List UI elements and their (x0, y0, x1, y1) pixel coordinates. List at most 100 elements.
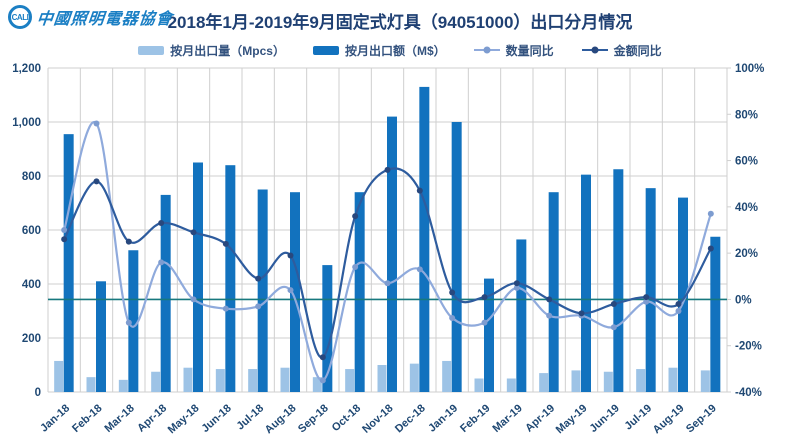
bar-value (548, 192, 559, 392)
x-axis-tick: Feb-19 (458, 402, 492, 435)
quantity-bar-swatch-icon (138, 45, 165, 55)
bar-quantity (442, 360, 452, 392)
x-axis-tick: Apr-19 (523, 402, 557, 434)
chart-legend: 按月出口量（Mpcs） 按月出口额（M$） 数量同比 金额同比 (0, 40, 800, 60)
left-axis-tick: 800 (22, 171, 41, 183)
line-quantity-yoy-point (352, 264, 359, 271)
right-axis-tick: 60% (735, 156, 758, 168)
line-quantity-yoy-point (319, 377, 326, 384)
chart-title: 2018年1月-2019年9月固定式灯具（94051000）出口分月情况 (167, 13, 633, 32)
line-value-yoy-point (158, 220, 165, 227)
bar-value (387, 116, 397, 392)
x-axis-tick: Sep-19 (684, 402, 719, 435)
right-axis-tick: 100% (735, 63, 764, 75)
line-value-yoy-point (352, 213, 359, 220)
bar-quantity (377, 365, 387, 392)
bar-quantity (603, 371, 613, 392)
bar-value (193, 162, 203, 392)
bar-quantity (409, 363, 419, 392)
line-quantity-yoy-point (416, 266, 423, 273)
bar-value (451, 122, 462, 392)
line-quantity-yoy-point (643, 298, 650, 305)
bar-value (419, 86, 430, 393)
line-quantity-yoy-point (158, 259, 165, 266)
line-quantity-yoy-point (93, 120, 100, 127)
bar-value (678, 197, 688, 392)
x-axis-tick: Jan-18 (38, 402, 72, 434)
x-axis-tick: Jun-19 (587, 402, 621, 435)
bar-quantity (571, 370, 581, 392)
bar-quantity (86, 377, 96, 392)
line-value-yoy-point (707, 245, 714, 252)
left-axis-tick: 0 (35, 387, 41, 399)
bar-quantity (345, 369, 355, 392)
line-value-yoy-point (222, 240, 229, 247)
bar-quantity (151, 371, 161, 392)
left-axis-tick: 1,000 (12, 117, 41, 129)
right-axis-labels: -40% -20% 0% 20% 40% 60% 80% 100% (727, 63, 764, 399)
line-quantity-yoy-point (287, 287, 294, 294)
line-quantity-yoy-markers (61, 120, 714, 384)
x-axis-tick: Dec-18 (393, 402, 428, 435)
bar-value (484, 278, 494, 392)
x-axis-tick: Mar-19 (490, 402, 524, 435)
x-axis-tick: Sep-18 (296, 402, 331, 435)
line-quantity-yoy-point (513, 284, 520, 291)
x-axis-tick: May-18 (166, 402, 202, 436)
left-axis-tick: 400 (22, 279, 41, 291)
x-axis-tick: Oct-18 (330, 402, 363, 434)
left-axis-tick: 1,200 (12, 63, 41, 75)
bar-value (645, 188, 656, 392)
bar-quantity (312, 377, 322, 392)
line-value-yoy-point (384, 166, 391, 173)
line-value-yoy-point (578, 310, 585, 317)
x-axis-tick: Jul-18 (235, 402, 267, 432)
bar-value (322, 265, 333, 392)
line-value-yoy-point (610, 301, 617, 308)
bar-quantity (539, 373, 549, 392)
line-quantity-yoy-point (255, 303, 262, 310)
line-quantity-yoy-point (61, 227, 68, 233)
right-axis-tick: -40% (735, 387, 762, 399)
chart-canvas: 0 200 400 600 800 1,000 1,200 -40% -20% 0% 20% 40% 6… (12, 63, 764, 436)
bar-quantity (280, 367, 290, 392)
bar-quantity (636, 369, 646, 392)
x-axis-tick: Jul-19 (623, 402, 655, 432)
line-quantity-yoy-point (481, 319, 488, 326)
line-quantity-yoy-point (707, 210, 714, 217)
bar-quantity (183, 367, 193, 392)
line-value-yoy-point (190, 229, 197, 236)
line-value-yoy-point (125, 238, 132, 245)
value-line-swatch-icon (581, 46, 608, 54)
right-axis-tick: 40% (735, 202, 758, 214)
x-axis-tick: Apr-18 (135, 402, 169, 434)
bar-quantity (474, 378, 484, 392)
right-axis-tick: 20% (735, 248, 758, 260)
bar-value (581, 174, 591, 392)
line-value-yoy-point (675, 301, 682, 308)
right-axis-tick: 0% (735, 294, 752, 306)
line-value-yoy-point (643, 294, 650, 301)
line-value-yoy-point (61, 236, 68, 243)
legend-label: 金额同比 (613, 43, 662, 58)
bar-value (225, 165, 236, 392)
line-value-yoy-markers (61, 166, 714, 361)
line-quantity-yoy-point (190, 296, 197, 303)
x-axis-tick: Aug-19 (651, 402, 687, 436)
right-axis-tick: 80% (735, 109, 758, 121)
cali-logo-text: 中國照明電器協會 (35, 9, 174, 28)
line-quantity-yoy-point (222, 305, 229, 312)
bar-value (354, 192, 365, 392)
legend-item-quantity-yoy: 数量同比 (473, 42, 554, 59)
legend-label: 按月出口额（M$） (344, 43, 446, 58)
cali-logo: CALI 中國照明電器協會 (8, 5, 174, 29)
line-quantity-yoy-point (125, 319, 132, 326)
bar-value (63, 134, 74, 392)
left-axis-tick: 200 (22, 333, 41, 345)
legend-label: 按月出口量（Mpcs） (170, 43, 285, 58)
line-quantity-yoy-point (675, 308, 682, 314)
page-header: CALI 中國照明電器協會 2018年1月-2019年9月固定式灯具（94051… (0, 0, 800, 36)
x-axis-tick: Jun-18 (199, 402, 233, 435)
bar-value (160, 194, 171, 392)
bar-quantity (700, 370, 710, 392)
